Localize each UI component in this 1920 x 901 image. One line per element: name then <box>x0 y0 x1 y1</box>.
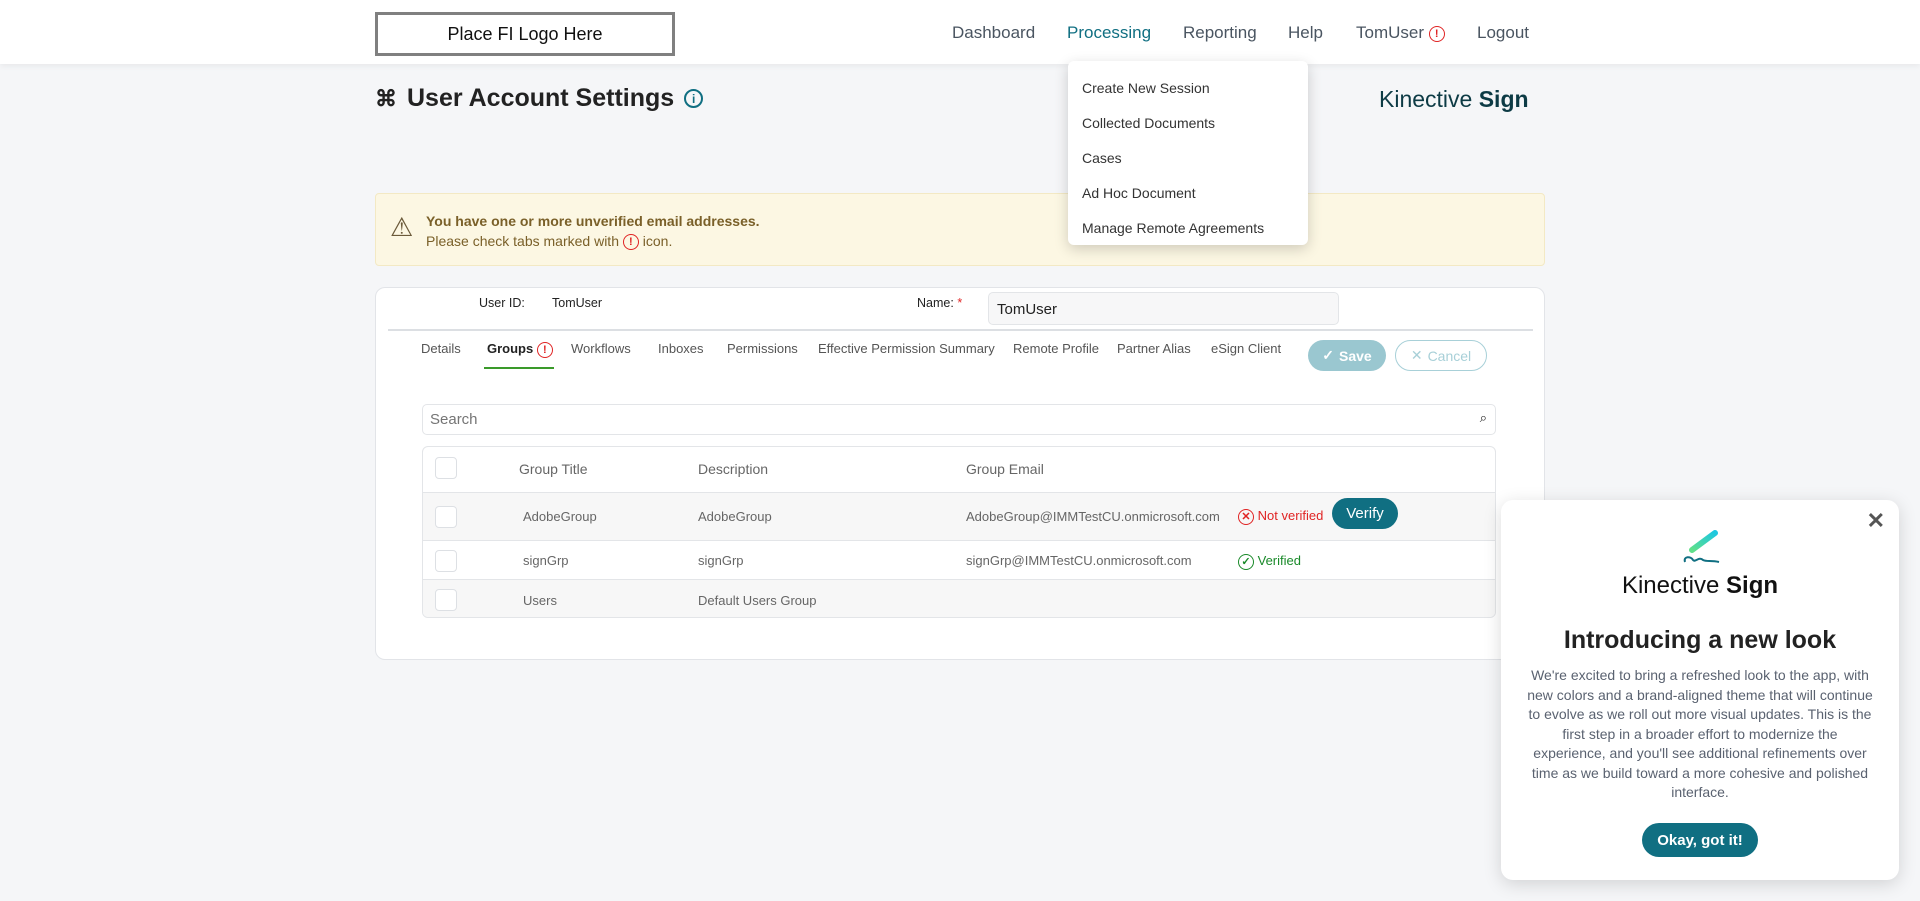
popup-brand-light: Kinective <box>1621 572 1720 599</box>
top-header: Place FI Logo Here Dashboard Processing … <box>0 0 1920 64</box>
nav-processing[interactable]: Processing <box>1067 23 1152 42</box>
nav-user-label: TomUser <box>1356 23 1425 42</box>
cell-title: AdobeGroup <box>523 509 597 524</box>
header-group-email: Group Email <box>966 461 1044 477</box>
user-id-value: TomUser <box>552 296 603 310</box>
search-input[interactable] <box>423 405 1453 434</box>
tab-effective-permission-summary[interactable]: Effective Permission Summary <box>818 341 995 356</box>
processing-dropdown-menu: Create New Session Collected Documents C… <box>1068 61 1308 245</box>
close-icon: ✕ <box>1410 347 1423 363</box>
alert-title: You have one or more unverified email ad… <box>426 213 760 229</box>
tab-groups[interactable]: Groups ! <box>487 341 553 358</box>
tab-groups-label: Groups <box>487 341 534 356</box>
cancel-button[interactable]: ✕ Cancel <box>1395 340 1487 371</box>
unverified-email-alert: ⚠ You have one or more unverified email … <box>375 193 1545 266</box>
table-row: signGrp signGrp signGrp@IMMTestCU.onmicr… <box>423 540 1495 579</box>
nav-help[interactable]: Help <box>1288 23 1323 42</box>
cell-title: signGrp <box>523 553 569 568</box>
warning-triangle-icon: ⚠ <box>390 212 414 242</box>
status-verified: ✓ Verified <box>1238 553 1301 570</box>
cell-email: signGrp@IMMTestCU.onmicrosoft.com <box>966 553 1192 568</box>
tab-workflows[interactable]: Workflows <box>571 341 631 356</box>
table-row: AdobeGroup AdobeGroup AdobeGroup@IMMTest… <box>423 492 1495 540</box>
user-id-label: User ID: <box>479 296 525 310</box>
table-row: Users Default Users Group <box>423 579 1495 617</box>
required-marker: * <box>957 296 963 310</box>
header-group-title: Group Title <box>519 461 588 477</box>
pen-signature-icon <box>1683 530 1720 563</box>
status-label: Verified <box>1257 553 1301 568</box>
brand-light: Kinective <box>1379 86 1473 112</box>
cell-description: Default Users Group <box>698 593 817 608</box>
close-icon[interactable]: ✕ <box>1866 508 1885 533</box>
logo-placeholder[interactable]: Place FI Logo Here <box>375 12 675 56</box>
warning-circle-icon: ! <box>1428 25 1445 42</box>
verify-button[interactable]: Verify <box>1332 498 1398 529</box>
row-checkbox[interactable] <box>435 550 457 572</box>
cell-email: AdobeGroup@IMMTestCU.onmicrosoft.com <box>966 509 1220 524</box>
search-icon[interactable]: ⌕ <box>1479 410 1487 425</box>
nav-logout[interactable]: Logout <box>1477 23 1529 42</box>
table-header-row: Group Title Description Group Email <box>423 447 1495 492</box>
name-input[interactable]: TomUser <box>988 292 1339 325</box>
tab-partner-alias[interactable]: Partner Alias <box>1117 341 1191 356</box>
nav-reporting[interactable]: Reporting <box>1183 23 1257 42</box>
info-icon[interactable]: i <box>684 89 704 108</box>
cell-title: Users <box>523 593 557 608</box>
header-description: Description <box>698 461 769 477</box>
check-icon: ✓ <box>1322 347 1335 363</box>
menu-item-create-new-session[interactable]: Create New Session <box>1082 80 1210 96</box>
tab-remote-profile[interactable]: Remote Profile <box>1013 341 1099 356</box>
popup-heading: Introducing a new look <box>1563 626 1837 654</box>
groups-table: Group Title Description Group Email Adob… <box>422 446 1496 618</box>
popup-body: We're excited to bring a refreshed look … <box>1527 667 1873 800</box>
check-circle-icon: ✓ <box>1238 553 1254 570</box>
cancel-label: Cancel <box>1427 347 1472 364</box>
cell-description: signGrp <box>698 553 744 568</box>
command-icon: ⌘ <box>375 85 397 111</box>
nav-dashboard[interactable]: Dashboard <box>952 23 1036 42</box>
alert-text-post: icon. <box>642 233 673 249</box>
alert-text-pre: Please check tabs marked with <box>426 233 619 249</box>
popup-brand: Kinective Sign <box>1501 572 1899 600</box>
tab-permissions[interactable]: Permissions <box>727 341 798 356</box>
name-label-text: Name: <box>917 296 954 310</box>
save-label: Save <box>1339 347 1372 364</box>
warning-circle-icon: ! <box>536 341 553 358</box>
select-all-checkbox[interactable] <box>435 457 457 479</box>
brand-logo: Kinective Sign <box>1379 86 1529 113</box>
page-title-text: User Account Settings <box>407 84 675 112</box>
row-checkbox[interactable] <box>435 506 457 528</box>
status-label: Not verified <box>1257 508 1324 523</box>
x-circle-icon: ✕ <box>1238 508 1254 525</box>
tab-details[interactable]: Details <box>421 341 461 356</box>
active-tab-indicator <box>484 367 554 369</box>
menu-item-collected-documents[interactable]: Collected Documents <box>1082 115 1216 131</box>
cell-description: AdobeGroup <box>698 509 772 524</box>
search-field[interactable]: ⌕ <box>422 404 1496 435</box>
row-checkbox[interactable] <box>435 589 457 611</box>
save-button[interactable]: ✓ Save <box>1308 340 1386 371</box>
nav-user[interactable]: TomUser ! <box>1356 23 1445 43</box>
menu-item-cases[interactable]: Cases <box>1082 150 1122 166</box>
menu-item-manage-remote-agreements[interactable]: Manage Remote Agreements <box>1082 220 1265 236</box>
page-title: ⌘ User Account Settings i <box>375 84 704 113</box>
brand-bold: Sign <box>1478 86 1529 112</box>
okay-got-it-button[interactable]: Okay, got it! <box>1642 823 1758 857</box>
popup-brand-bold: Sign <box>1726 572 1779 599</box>
name-label: Name: * <box>917 296 962 310</box>
status-not-verified: ✕ Not verified <box>1238 508 1323 525</box>
divider <box>388 329 1533 331</box>
tab-inboxes[interactable]: Inboxes <box>658 341 704 356</box>
warning-circle-icon: ! <box>622 234 639 251</box>
menu-item-ad-hoc-document[interactable]: Ad Hoc Document <box>1082 185 1196 201</box>
tab-esign-client[interactable]: eSign Client <box>1211 341 1282 356</box>
new-look-popup: ✕ Kinective Sign Introducing a new look … <box>1501 500 1899 880</box>
alert-text: Please check tabs marked with ! icon. <box>426 233 673 251</box>
